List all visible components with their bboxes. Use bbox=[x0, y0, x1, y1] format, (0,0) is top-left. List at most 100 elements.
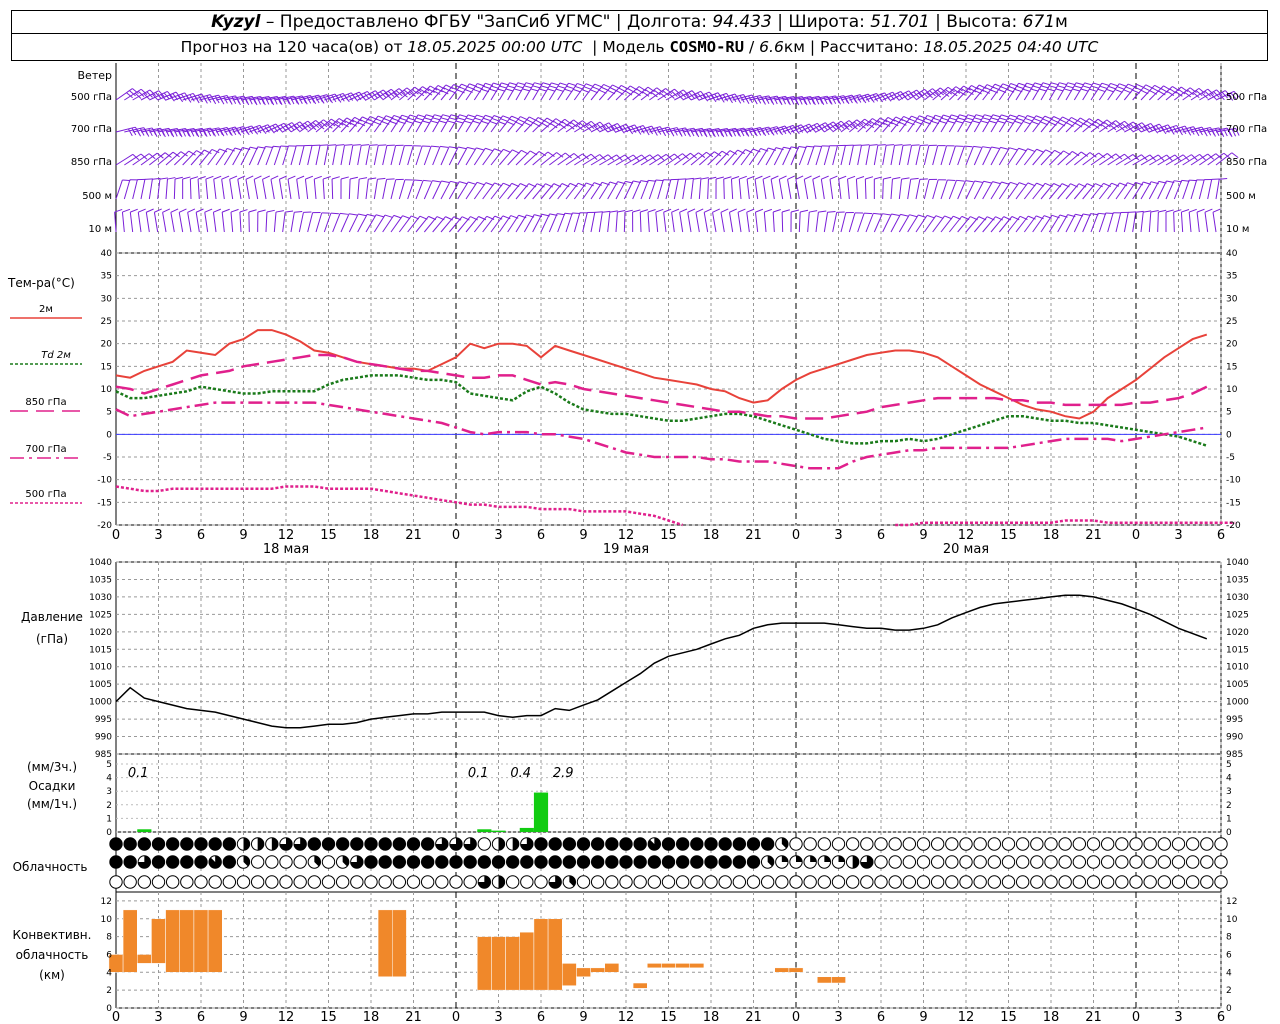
wind-barb-staff bbox=[282, 212, 286, 233]
hour-tick-label: 9 bbox=[579, 1010, 587, 1024]
temp-tick-label-right: -10 bbox=[1226, 476, 1241, 486]
wind-barb-staff bbox=[382, 145, 388, 166]
cloud-fill-partial bbox=[838, 855, 845, 862]
wind-barb-flag bbox=[158, 90, 165, 97]
wind-barb-flag bbox=[190, 176, 199, 180]
wind-barb-staff bbox=[532, 183, 546, 200]
wind-barb-flag bbox=[1027, 182, 1036, 187]
wind-barb-flag bbox=[327, 95, 333, 104]
wind-barb-flag bbox=[331, 176, 340, 180]
wind-barb-flag bbox=[761, 128, 767, 137]
hour-tick-label: 3 bbox=[834, 1010, 842, 1024]
cloud-circle bbox=[1001, 855, 1016, 869]
wind-barb-staff bbox=[423, 114, 435, 133]
wind-barb-staff bbox=[1090, 183, 1104, 200]
wind-barb-flag bbox=[858, 123, 866, 129]
wind-barb-staff bbox=[465, 147, 477, 166]
wind-barb-flag bbox=[468, 181, 477, 185]
wind-barb-flag bbox=[655, 208, 664, 213]
wind-barb-staff bbox=[915, 215, 928, 233]
wind-barb-staff bbox=[882, 178, 884, 200]
wind-barb-staff bbox=[898, 214, 910, 233]
wind-barb-staff bbox=[907, 145, 913, 166]
wind-barb-flag bbox=[1084, 82, 1093, 86]
cloud-fill-partial bbox=[767, 855, 774, 867]
wind-barb-staff bbox=[490, 215, 504, 233]
wind-barb-flag bbox=[253, 175, 262, 180]
wind-barb-staff bbox=[823, 212, 829, 233]
wind-barb-staff bbox=[1065, 183, 1080, 200]
cloud-circle bbox=[321, 855, 336, 869]
wind-barb-staff bbox=[882, 213, 892, 233]
wind-barb-flag bbox=[576, 124, 583, 131]
cloud-circle bbox=[690, 875, 704, 889]
wind-barb-staff bbox=[145, 212, 150, 233]
wind-barb-flag bbox=[1203, 128, 1208, 137]
pres-tick-label: 990 bbox=[95, 733, 112, 743]
wind-barb-flag bbox=[534, 82, 543, 86]
wind-barb-staff bbox=[695, 212, 700, 233]
cloud-fill-full bbox=[591, 837, 604, 851]
wind-barb-flag bbox=[476, 147, 485, 151]
cloud-circle bbox=[321, 875, 336, 889]
wind-barb-flag bbox=[944, 215, 953, 220]
wind-barb-staff bbox=[847, 179, 850, 200]
wind-barb-staff bbox=[1148, 212, 1152, 233]
wind-barb-staff bbox=[557, 82, 569, 101]
wind-barb-flag bbox=[990, 117, 999, 121]
wind-barb-staff bbox=[1123, 212, 1129, 233]
wind-barb-flag bbox=[1192, 92, 1200, 99]
wind-barb-staff bbox=[423, 146, 432, 166]
wind-barb-staff bbox=[523, 151, 540, 166]
wind-barb-flag bbox=[424, 90, 433, 96]
wind-barb-flag bbox=[602, 210, 611, 213]
wind-barb-flag bbox=[403, 89, 411, 96]
wind-barb-staff bbox=[865, 213, 874, 233]
conv-cloud-bar bbox=[533, 918, 549, 991]
wind-barb-flag bbox=[143, 93, 150, 100]
wind-barb-flag bbox=[947, 86, 955, 93]
wind-barb-staff bbox=[440, 216, 455, 233]
hour-tick-label: 3 bbox=[1174, 1010, 1182, 1024]
wind-barb-staff bbox=[1040, 215, 1053, 233]
wind-barb-staff bbox=[663, 212, 667, 233]
conv-cloud-bar bbox=[547, 918, 563, 991]
cloud-circle bbox=[449, 875, 463, 889]
wind-barb-flag bbox=[512, 149, 520, 154]
wind-barb-flag bbox=[827, 210, 836, 213]
temp-tick-label: 15 bbox=[101, 362, 112, 372]
wind-barb-staff bbox=[557, 213, 566, 233]
wind-barb-flag bbox=[789, 126, 795, 134]
conv-tick-label: 0 bbox=[106, 1004, 112, 1014]
hour-tick-label: 12 bbox=[618, 528, 635, 543]
cloud-fill-partial bbox=[257, 837, 264, 851]
wind-barb-flag bbox=[880, 93, 887, 101]
wind-barb-flag bbox=[729, 208, 737, 213]
cloud-circle bbox=[945, 837, 959, 851]
cloud-fill-partial bbox=[435, 837, 449, 851]
wind-barb-staff bbox=[699, 151, 715, 166]
wind-barb-flag bbox=[866, 122, 875, 129]
wind-barb-staff bbox=[738, 179, 742, 200]
wind-barb-staff bbox=[1207, 179, 1213, 200]
cloud-circle bbox=[250, 855, 265, 869]
conv-tick-label-right: 10 bbox=[1226, 915, 1238, 925]
wind-barb-flag bbox=[1224, 90, 1232, 97]
cloud-fill-full bbox=[633, 837, 647, 851]
wind-barb-staff bbox=[532, 82, 544, 101]
cloud-circle bbox=[534, 875, 548, 889]
wind-barb-staff bbox=[723, 178, 725, 200]
conv-tick-label: 6 bbox=[106, 950, 112, 960]
wind-barb-flag bbox=[424, 117, 433, 121]
wind-barb-staff bbox=[1157, 211, 1159, 233]
wind-barb-staff bbox=[390, 215, 403, 233]
wind-barb-staff bbox=[898, 179, 903, 200]
wind-barb-staff bbox=[457, 181, 469, 200]
wind-barb-flag bbox=[422, 86, 430, 92]
cloud-circle bbox=[732, 875, 747, 889]
wind-barb-flag bbox=[1216, 89, 1223, 96]
cloud-circle bbox=[265, 875, 279, 889]
wind-barb-staff bbox=[1090, 82, 1103, 101]
station-dash: – bbox=[265, 12, 275, 32]
wind-barb-flag bbox=[1106, 88, 1115, 93]
